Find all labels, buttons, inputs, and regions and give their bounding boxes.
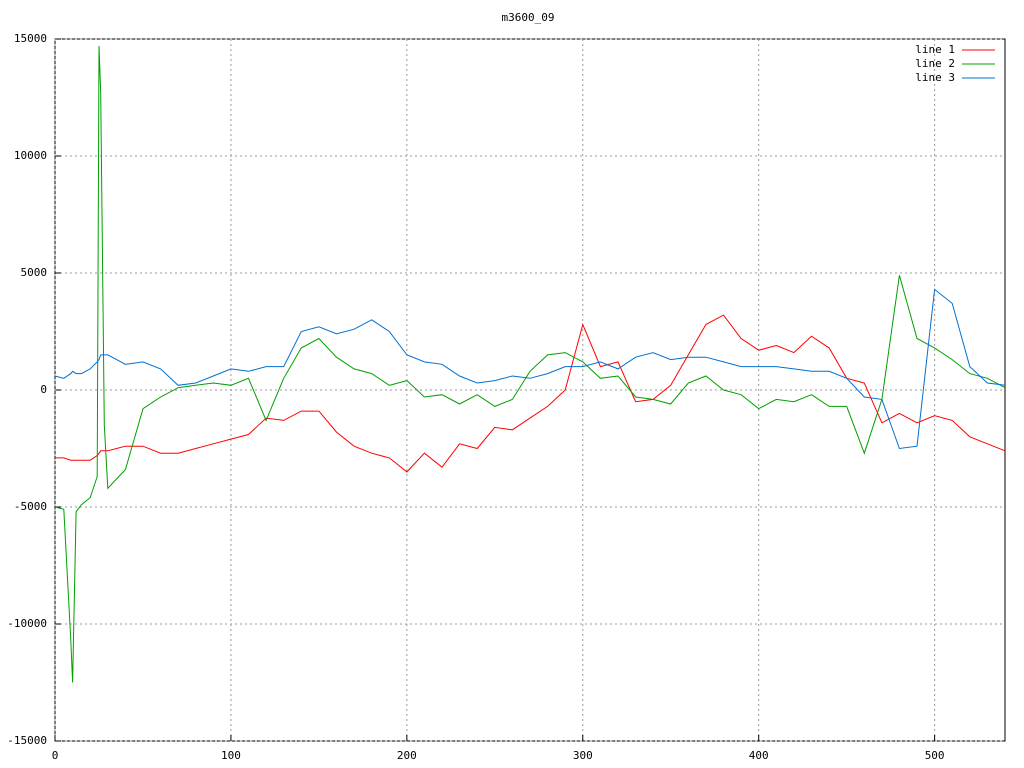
data-line [54,45,1006,683]
x-tick-label: 100 [221,749,241,762]
x-tick-label: 400 [749,749,769,762]
legend-label: line 1 [915,43,955,56]
x-tick-label: 200 [397,749,417,762]
chart-title: m3600_09 [502,11,555,24]
y-tick-label: -5000 [14,500,47,513]
y-tick-label: 0 [40,383,47,396]
legend-label: line 3 [915,71,955,84]
x-tick-label: 0 [52,749,59,762]
data-line [54,288,1006,450]
y-tick-label: 15000 [14,32,47,45]
y-tick-label: -10000 [7,617,47,630]
y-tick-label: -15000 [7,734,47,747]
x-tick-label: 500 [925,749,945,762]
y-tick-label: 5000 [21,266,48,279]
y-tick-label: 10000 [14,149,47,162]
legend-label: line 2 [915,57,955,70]
x-tick-label: 300 [573,749,593,762]
